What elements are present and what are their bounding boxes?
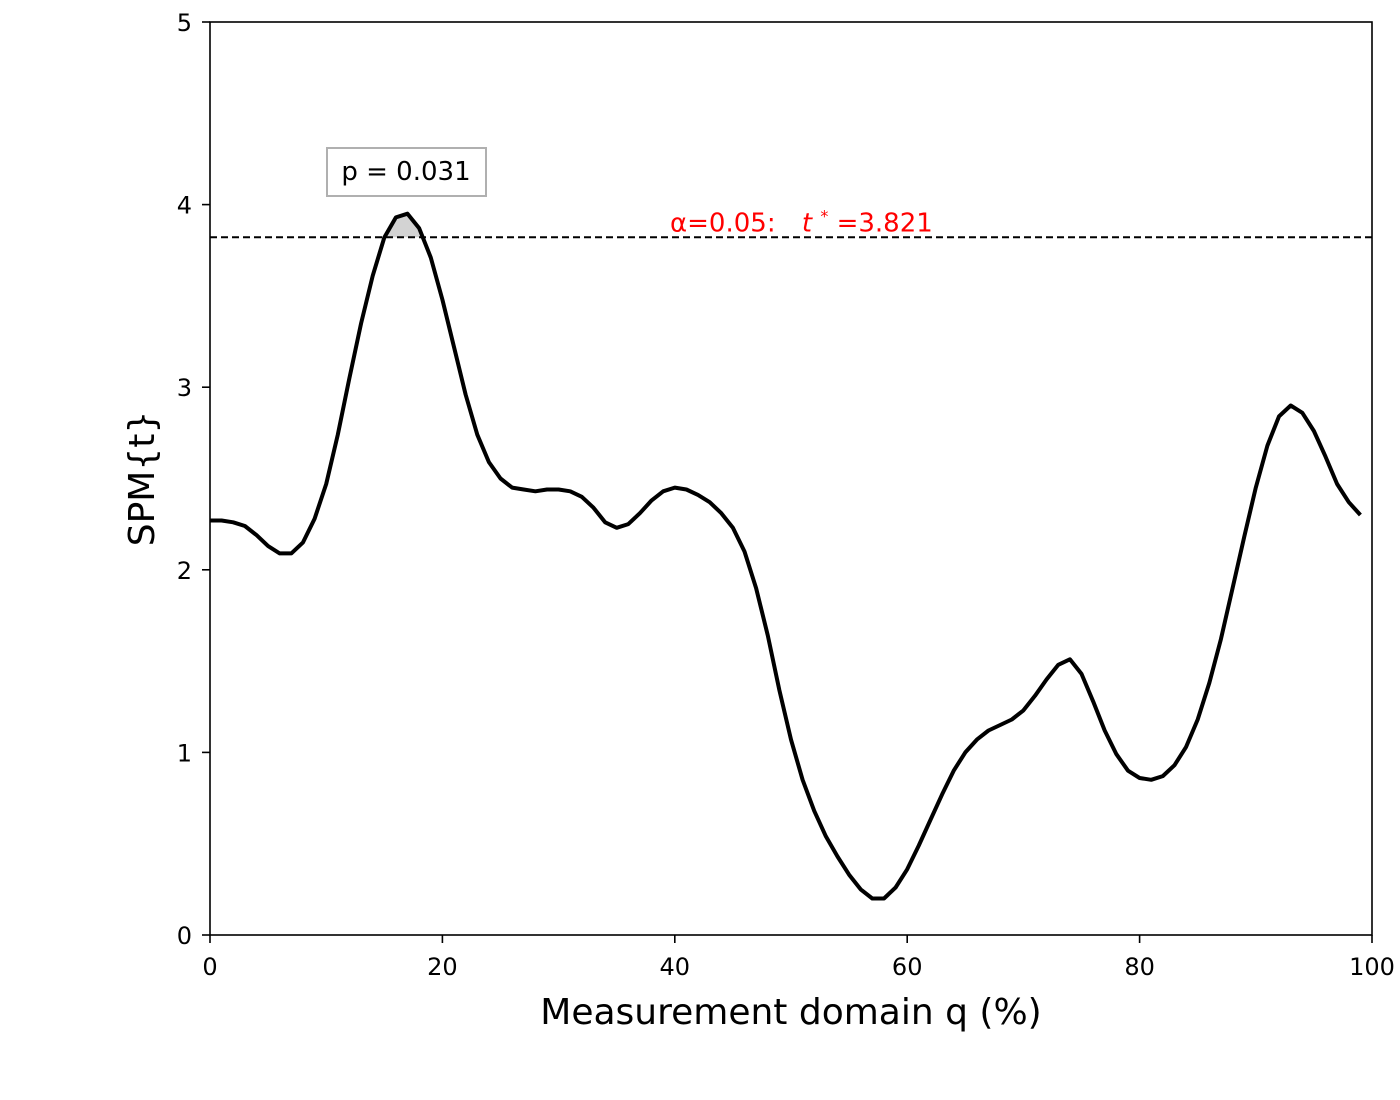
threshold-label: α=0.05: t * =3.821 [670,198,933,238]
p-value-annotation-box [326,147,487,197]
supra-threshold-cluster [384,213,423,238]
threshold-star: * [820,206,828,225]
spm-t-curve [210,211,1362,901]
y-tick-label: 0 [177,922,192,950]
x-axis-label: Measurement domain q (%) [540,992,1041,1033]
threshold-alpha: α=0.05: [670,208,776,238]
p-value-annotation: p = 0.031 [341,157,470,187]
y-tick-label: 3 [177,374,192,402]
y-axis-label: SPM{t} [122,411,163,547]
y-tick-label: 2 [177,557,192,585]
x-tick-label: 80 [1124,953,1155,981]
x-tick-label: 20 [427,953,458,981]
x-tick-label: 40 [660,953,691,981]
x-tick-label: 60 [892,953,923,981]
y-tick-label: 5 [177,9,192,37]
threshold-t-symbol: t [802,208,813,238]
y-tick-label: 1 [177,739,192,767]
threshold-value: =3.821 [837,208,933,238]
x-tick-label: 100 [1349,953,1395,981]
y-tick-label: 4 [177,192,192,220]
x-tick-label: 0 [202,953,217,981]
plot-frame [209,21,1373,936]
